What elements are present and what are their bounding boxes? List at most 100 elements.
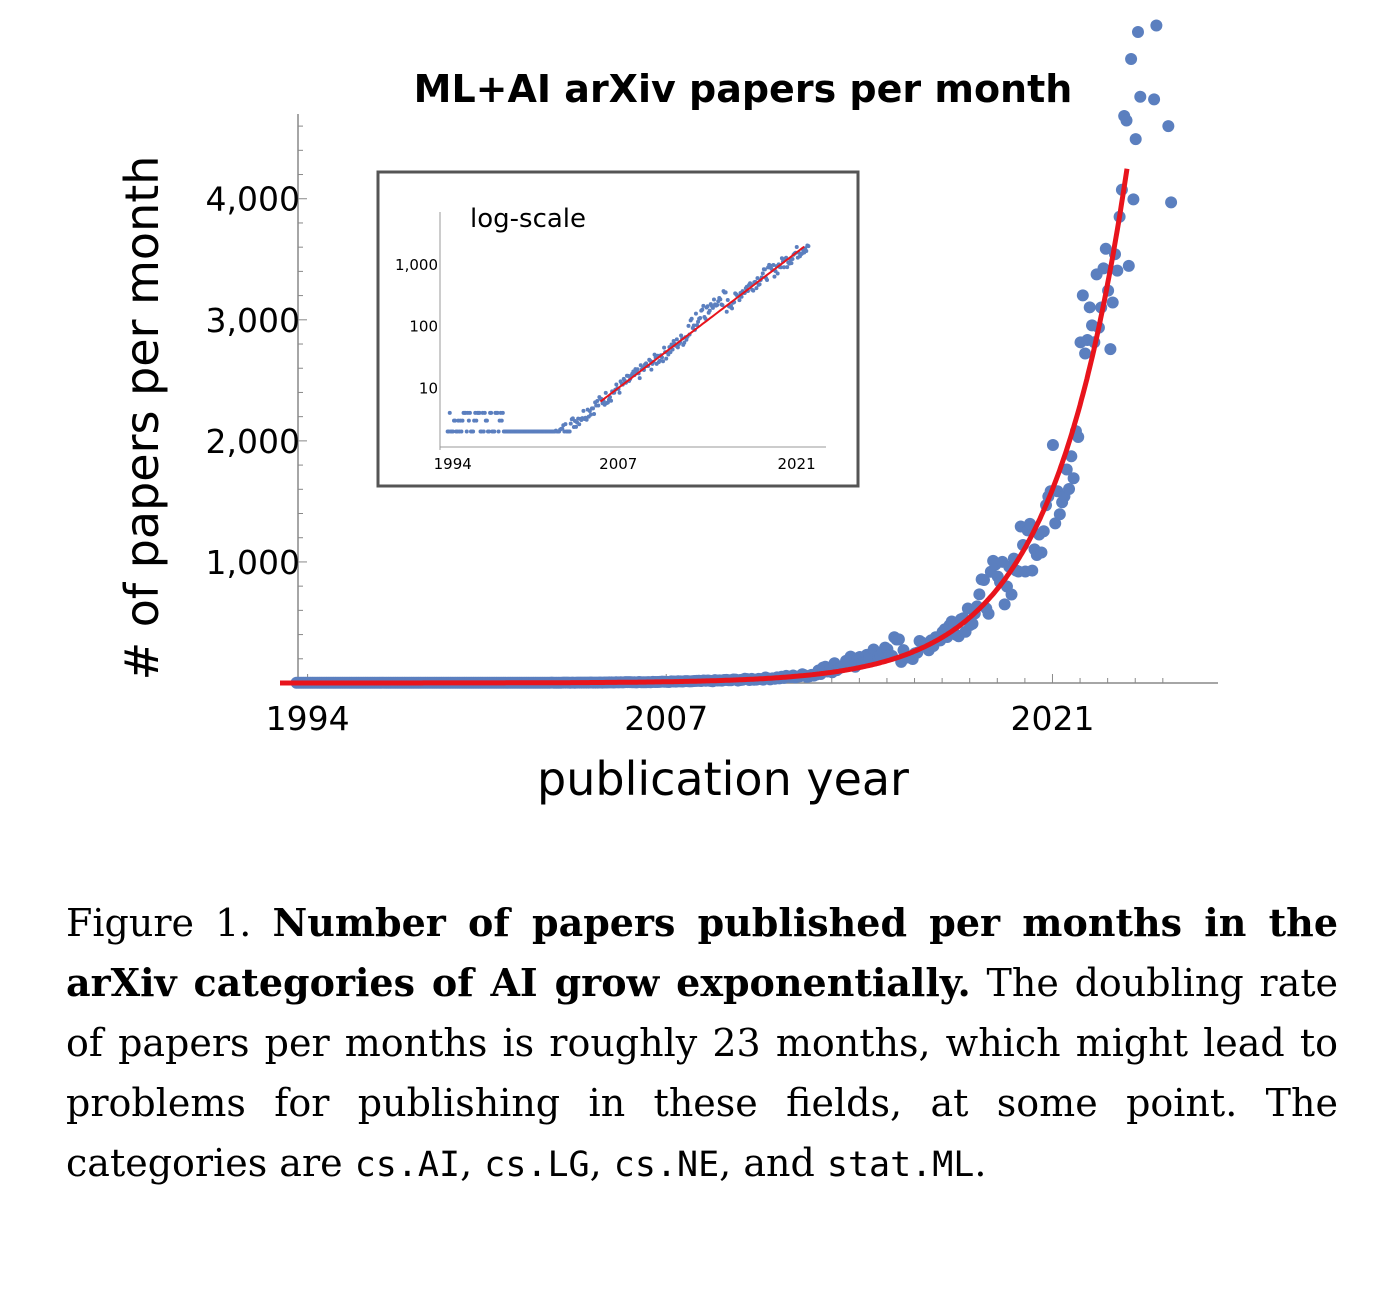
inset-y-tick-label: 100 xyxy=(409,318,438,336)
category-cs-lg: cs.LG xyxy=(484,1145,590,1185)
inset-data-point xyxy=(691,323,696,328)
inset-data-point xyxy=(779,256,784,261)
data-point xyxy=(1129,133,1142,146)
caption-separator: , xyxy=(589,1141,602,1185)
inset-data-point xyxy=(772,274,777,279)
caption-end: . xyxy=(974,1141,987,1185)
inset-data-point xyxy=(500,410,505,415)
y-tick-label: 2,000 xyxy=(206,422,300,461)
inset-data-point xyxy=(649,367,654,372)
data-point xyxy=(1063,482,1076,495)
inset-data-point xyxy=(577,422,582,427)
inset-data-point xyxy=(693,311,698,316)
inset-data-point xyxy=(592,411,597,416)
caption-separator: , xyxy=(460,1141,473,1185)
inset-data-point xyxy=(609,398,614,403)
inset-data-point xyxy=(737,298,742,303)
data-point xyxy=(892,633,905,646)
inset-x-tick-label: 2007 xyxy=(599,455,637,473)
x-tick-label: 2007 xyxy=(624,699,708,738)
inset-data-point xyxy=(460,418,465,423)
inset-data-points xyxy=(445,243,811,434)
data-point xyxy=(1106,296,1119,309)
caption-label: Figure 1. xyxy=(66,901,252,945)
data-point xyxy=(1099,242,1112,255)
inset-data-point xyxy=(760,271,765,276)
inset-data-point xyxy=(725,298,730,303)
inset-data-point xyxy=(570,416,575,421)
inset-data-point xyxy=(751,288,756,293)
inset-data-point xyxy=(499,418,504,423)
inset-data-point xyxy=(591,406,596,411)
caption-bold-text: Number of papers published per months in… xyxy=(66,900,1338,1005)
inset-data-point xyxy=(700,307,705,312)
inset-chart: log-scale 10 100 1,000 1994 2007 2021 xyxy=(376,170,860,488)
category-cs-ne: cs.NE xyxy=(613,1145,720,1185)
inset-data-point xyxy=(614,382,619,387)
inset-data-point xyxy=(662,345,667,350)
inset-data-point xyxy=(730,306,735,311)
data-point xyxy=(1076,289,1089,302)
data-point xyxy=(1035,546,1048,559)
inset-data-point xyxy=(698,315,703,320)
chart-title: ML+AI arXiv papers per month xyxy=(414,67,1073,111)
inset-data-point xyxy=(785,265,790,270)
exponential-fit-line xyxy=(280,168,1130,686)
inset-data-point xyxy=(477,410,482,415)
caption-text: The doubling rate of papers per months i… xyxy=(66,961,1338,1185)
y-tick-label: 1,000 xyxy=(206,543,300,582)
inset-data-point xyxy=(567,429,572,434)
inset-y-tick-label: 10 xyxy=(419,379,438,397)
chart-figure: ML+AI arXiv papers per month # of papers… xyxy=(115,19,1218,806)
inset-data-point xyxy=(595,398,600,403)
inset-data-point xyxy=(679,333,684,338)
inset-data-point xyxy=(804,249,809,254)
data-point xyxy=(1065,450,1078,463)
inset-data-point xyxy=(635,367,640,372)
inset-data-point xyxy=(626,373,631,378)
inset-data-point xyxy=(657,358,662,363)
data-point xyxy=(1131,25,1144,38)
x-axis-label: publication year xyxy=(537,752,909,806)
inset-x-tick-label: 2021 xyxy=(777,455,815,473)
inset-data-point xyxy=(492,429,497,434)
inset-data-point xyxy=(754,286,759,291)
inset-data-point xyxy=(757,282,762,287)
inset-data-point xyxy=(495,410,500,415)
inset-data-point xyxy=(471,429,476,434)
inset-data-point xyxy=(789,261,794,266)
inset-data-point xyxy=(482,410,487,415)
inset-data-point xyxy=(603,390,608,395)
y-axis-label: # of papers per month xyxy=(115,156,169,681)
data-point xyxy=(1079,347,1092,360)
data-point xyxy=(1023,517,1036,530)
inset-data-point xyxy=(689,316,694,321)
inset-data-point xyxy=(695,323,700,328)
data-point xyxy=(1150,19,1163,32)
inset-data-point xyxy=(453,418,458,423)
data-point xyxy=(982,607,995,620)
inset-data-point xyxy=(686,323,691,328)
data-point xyxy=(1053,508,1066,521)
inset-data-point xyxy=(806,244,811,249)
data-point xyxy=(1067,472,1080,485)
data-point xyxy=(1026,564,1039,577)
inset-data-point xyxy=(574,424,579,429)
inset-data-point xyxy=(466,418,471,423)
inset-data-point xyxy=(563,422,568,427)
inset-data-point xyxy=(718,297,723,302)
inset-data-point xyxy=(584,417,589,422)
inset-data-point xyxy=(684,337,689,342)
data-point xyxy=(1097,262,1110,275)
y-tick-label: 3,000 xyxy=(206,301,300,340)
inset-data-point xyxy=(720,303,725,308)
x-tick-label: 2021 xyxy=(1010,699,1094,738)
inset-data-point xyxy=(765,278,770,283)
data-point xyxy=(973,588,986,601)
inset-data-point xyxy=(661,359,666,364)
inset-data-point xyxy=(715,302,720,307)
data-point xyxy=(1083,301,1096,314)
inset-data-point xyxy=(474,418,479,423)
inset-data-point xyxy=(487,429,492,434)
y-tick-label: 4,000 xyxy=(206,180,300,219)
